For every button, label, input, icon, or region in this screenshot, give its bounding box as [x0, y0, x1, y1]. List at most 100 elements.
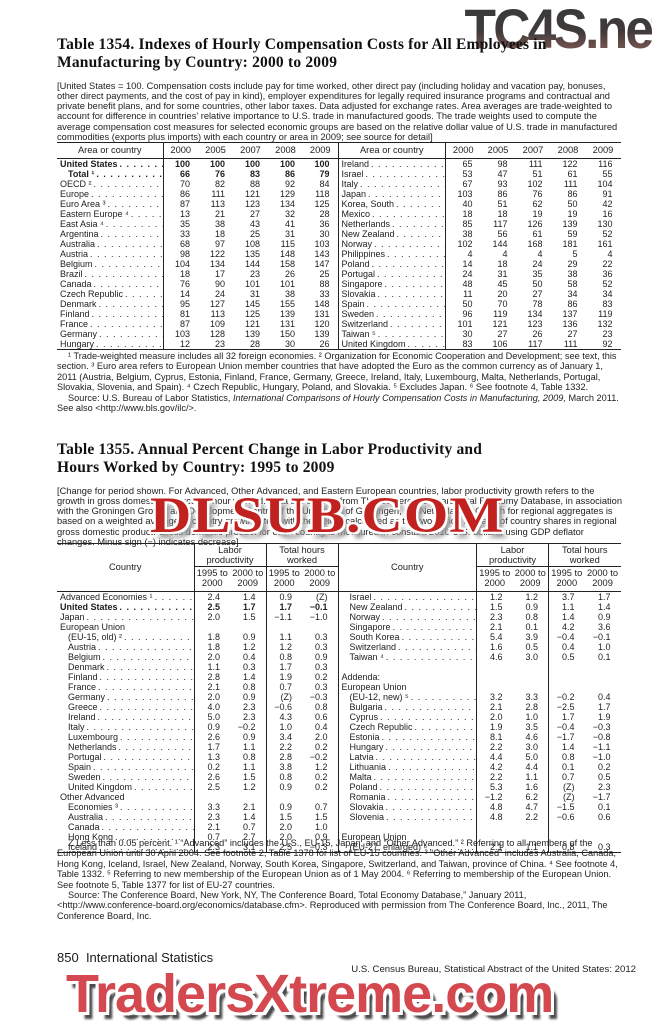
table-row: Hungary 2.2 3.0 1.4 −1.1 [338, 741, 621, 752]
cell-value: −0.6 [548, 812, 585, 823]
row-label: European Union [57, 621, 195, 632]
row-label: Israel [338, 591, 478, 602]
row-label: Euro Area ³ [57, 199, 164, 209]
cell-value: 120 [314, 319, 330, 329]
dot-leader [403, 602, 476, 612]
table-row: Denmark 95 127 145 155 148 [57, 299, 338, 309]
row-label: United Kingdom [338, 339, 446, 350]
table-row: Belgium 104 134 144 158 147 [57, 259, 338, 269]
dot-leader [366, 189, 444, 199]
row-label: Hungary [338, 741, 478, 752]
dot-leader [92, 179, 163, 189]
cell-value: 31 [497, 269, 508, 279]
cell-value: 3.0 [525, 741, 539, 752]
cell-value: 31 [284, 229, 295, 239]
cell-value: 14 [462, 259, 473, 269]
cell-value: 24 [462, 269, 473, 279]
table-row: Ireland 65 98 111 122 116 [338, 158, 621, 169]
dot-leader [88, 319, 162, 329]
row-label: Netherlands [57, 741, 195, 752]
cell-value: (Z) [316, 591, 328, 602]
row-label: Norway [338, 611, 478, 622]
cell-value: 144 [492, 239, 508, 249]
cell-value: 0.3 [315, 631, 328, 642]
cell-value: 3.0 [525, 652, 539, 663]
row-label: Europe [57, 189, 164, 199]
cell-value: 1.0 [315, 821, 328, 832]
cell-value: 48 [462, 279, 473, 289]
dot-leader [380, 612, 475, 622]
dot-leader [89, 189, 162, 199]
cell-value: 36 [602, 269, 613, 279]
cell-value: −0.2 [237, 721, 256, 732]
cell-value: −1.7 [548, 731, 585, 742]
row-label: Czech Republic [57, 289, 164, 299]
row-label: Netherlands [338, 219, 446, 229]
cell-value: −0.3 [309, 841, 328, 852]
dot-leader [153, 592, 193, 602]
table-row: Spain 50 70 78 86 83 [338, 299, 621, 309]
table-row: Romania −1.2 6.2 (Z) −1.7 [338, 792, 621, 803]
cell-value: 123 [527, 319, 543, 329]
cell-value: −0.8 [592, 731, 611, 742]
cell-value: 0.4 [548, 642, 585, 653]
dot-leader [98, 702, 193, 712]
cell-value: −0.1 [592, 632, 611, 643]
table-row: Italy 0.9 −0.2 1.0 0.4 [57, 721, 338, 732]
cell-value [302, 792, 338, 802]
dot-leader [94, 169, 162, 179]
dot-leader [92, 279, 162, 289]
cell-value: 1.5 [490, 601, 503, 612]
cell-value: 0.6 [315, 711, 328, 722]
cell-value: 123 [244, 199, 260, 209]
dot-leader [364, 169, 445, 179]
cell-value: 18 [462, 209, 473, 219]
period-header: 1995 to 2000 [194, 566, 230, 592]
cell-value: 139 [244, 329, 260, 339]
cell-value: 2.7 [243, 831, 256, 842]
source-line: Source: U.S. Bureau of Labor Statistics,… [57, 392, 619, 414]
cell-value: 0.2 [315, 781, 328, 792]
cell-value: 2.1 [207, 681, 220, 692]
table-row: Ireland 5.0 2.3 4.3 0.6 [57, 711, 338, 722]
cell-value: 128 [209, 329, 225, 339]
cell-value: 137 [562, 309, 578, 319]
dot-leader [406, 339, 445, 349]
cell-value: 0.7 [207, 831, 220, 842]
year-header: 2007 [515, 142, 551, 159]
cell-value: 1.7 [265, 601, 303, 612]
cell-value: 16 [602, 209, 613, 219]
dot-leader [384, 812, 475, 822]
cell-value: 50 [532, 279, 543, 289]
cell-value: 0.5 [598, 772, 611, 783]
cell-value: 100 [209, 159, 225, 169]
table-row: Korea, South 40 51 62 50 42 [338, 199, 621, 209]
table-row: Netherlands 1.7 1.1 2.2 0.2 [57, 741, 338, 752]
dot-leader [383, 279, 445, 289]
cell-value: 55 [602, 169, 613, 179]
dot-leader [95, 239, 162, 249]
cell-value: 5 [572, 249, 578, 259]
cell-value: 1.4 [243, 591, 256, 602]
row-label: Slovenia [338, 812, 478, 823]
cell-value: 38 [284, 289, 295, 299]
cell-value: −0.2 [548, 691, 585, 702]
cell-value: 33 [319, 289, 330, 299]
cell-value: 30 [319, 229, 330, 239]
period-header: 2000 to 2009 [302, 566, 339, 592]
cell-value: 4 [607, 249, 613, 259]
dot-leader [117, 742, 193, 752]
cell-value: 35 [179, 219, 190, 229]
table-row: Europe 86 111 121 129 118 [57, 189, 338, 199]
dot-leader [370, 209, 444, 219]
dot-leader [390, 219, 444, 229]
cell-value: 127 [209, 299, 225, 309]
cell-value: 30 [462, 329, 473, 339]
table-1354-title: Table 1354. Indexes of Hourly Compensati… [57, 36, 547, 71]
table-row: Estonia 8.1 4.6 −1.7 −0.8 [338, 731, 621, 742]
cell-value: 0.9 [598, 611, 611, 622]
row-label: Denmark [57, 661, 195, 672]
table-row: Slovakia 11 20 27 34 34 [338, 289, 621, 299]
cell-value: 2.1 [490, 841, 503, 852]
cell-value: 135 [244, 249, 260, 259]
